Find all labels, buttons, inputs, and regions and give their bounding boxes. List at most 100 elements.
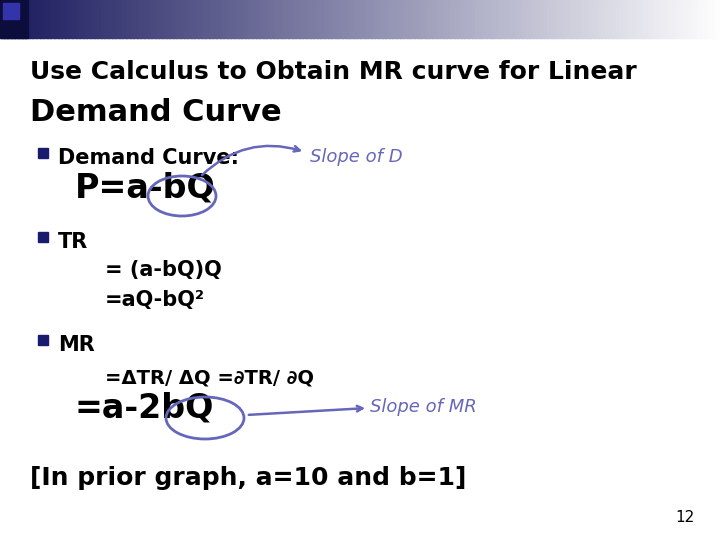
Bar (479, 0, 483, 38)
Bar (695, 0, 699, 38)
Bar (274, 0, 278, 38)
Text: 12: 12 (676, 510, 695, 525)
Text: Demand Curve: Demand Curve (30, 98, 282, 127)
Bar (702, 0, 706, 38)
Bar (522, 0, 526, 38)
Bar (256, 0, 260, 38)
Bar (378, 0, 382, 38)
Bar (205, 0, 210, 38)
Bar (14, 0, 19, 38)
Bar (666, 0, 670, 38)
Bar (144, 0, 148, 38)
Text: =aQ-bQ²: =aQ-bQ² (105, 290, 205, 310)
Bar (461, 0, 465, 38)
Bar (443, 0, 447, 38)
Bar (493, 0, 498, 38)
Bar (72, 0, 76, 38)
Text: Slope of D: Slope of D (310, 148, 402, 166)
Bar (526, 0, 530, 38)
Bar (533, 0, 537, 38)
Text: MR: MR (58, 335, 95, 355)
Bar (108, 0, 112, 38)
Bar (259, 0, 264, 38)
Bar (706, 0, 710, 38)
Bar (11, 0, 15, 38)
Bar (94, 0, 98, 38)
Bar (457, 0, 462, 38)
Bar (648, 0, 652, 38)
Bar (38, 335, 48, 345)
Bar (439, 0, 444, 38)
Bar (317, 0, 321, 38)
Bar (126, 0, 130, 38)
Bar (227, 0, 231, 38)
Bar (583, 0, 588, 38)
Bar (43, 0, 48, 38)
Bar (90, 0, 94, 38)
Bar (508, 0, 512, 38)
Bar (83, 0, 87, 38)
Bar (504, 0, 508, 38)
Bar (342, 0, 346, 38)
Bar (421, 0, 426, 38)
Bar (29, 0, 33, 38)
Bar (191, 0, 195, 38)
Bar (364, 0, 368, 38)
Bar (32, 0, 37, 38)
Bar (598, 0, 602, 38)
Bar (551, 0, 555, 38)
Bar (500, 0, 505, 38)
Bar (270, 0, 274, 38)
Bar (418, 0, 422, 38)
Bar (616, 0, 620, 38)
Bar (248, 0, 253, 38)
Bar (252, 0, 256, 38)
Bar (389, 0, 393, 38)
Bar (198, 0, 202, 38)
Bar (414, 0, 418, 38)
Bar (133, 0, 138, 38)
Bar (396, 0, 400, 38)
Bar (68, 0, 73, 38)
Bar (576, 0, 580, 38)
Bar (148, 0, 152, 38)
Bar (241, 0, 246, 38)
Bar (623, 0, 627, 38)
Bar (472, 0, 476, 38)
Bar (446, 0, 451, 38)
Bar (688, 0, 692, 38)
Bar (54, 0, 58, 38)
Bar (464, 0, 469, 38)
Bar (400, 0, 404, 38)
Bar (338, 0, 343, 38)
Bar (238, 0, 242, 38)
Bar (562, 0, 566, 38)
Bar (302, 0, 307, 38)
Bar (590, 0, 595, 38)
Bar (644, 0, 649, 38)
Bar (40, 0, 44, 38)
Bar (346, 0, 350, 38)
Bar (511, 0, 516, 38)
Bar (310, 0, 314, 38)
Bar (202, 0, 206, 38)
Bar (313, 0, 318, 38)
Bar (50, 0, 55, 38)
Bar (324, 0, 328, 38)
Bar (335, 0, 339, 38)
Bar (4, 0, 8, 38)
Text: Slope of MR: Slope of MR (370, 398, 477, 416)
Bar (670, 0, 674, 38)
Bar (176, 0, 181, 38)
Bar (382, 0, 386, 38)
Bar (619, 0, 624, 38)
Text: =a-2bQ: =a-2bQ (75, 392, 215, 425)
Bar (662, 0, 667, 38)
Bar (184, 0, 188, 38)
Bar (299, 0, 303, 38)
Text: P=a-bQ: P=a-bQ (75, 172, 216, 205)
Bar (540, 0, 544, 38)
Bar (637, 0, 642, 38)
Bar (263, 0, 267, 38)
Bar (677, 0, 681, 38)
